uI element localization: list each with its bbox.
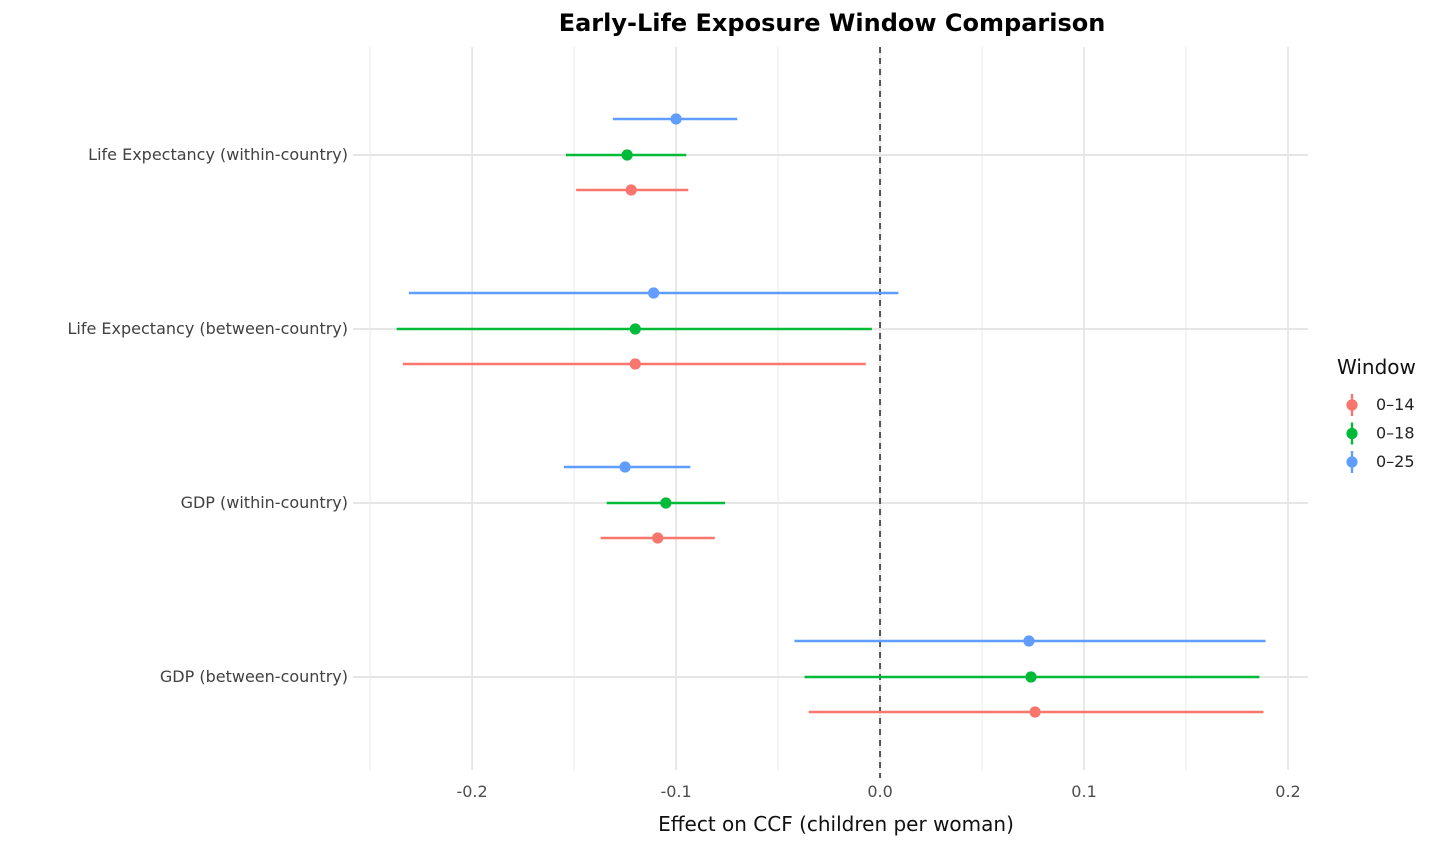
- point-estimate: [652, 532, 664, 544]
- y-category-label: GDP (between-country): [160, 667, 348, 686]
- legend-entry-label: 0–14: [1376, 395, 1415, 414]
- series-0-18: [396, 149, 1260, 683]
- axis-layer: -0.2 -0.1 0.0 0.1 0.2 Life Expectancy (within…: [68, 145, 1301, 801]
- x-tick-label: 0.2: [1275, 782, 1300, 801]
- legend-entry: 0–14: [1346, 394, 1415, 416]
- legend: Window 0–14 0–18 0–25: [1337, 355, 1416, 473]
- legend-entry-label: 0–18: [1376, 424, 1415, 443]
- point-estimate: [1023, 635, 1035, 647]
- x-axis-title: Effect on CCF (children per woman): [658, 812, 1014, 836]
- point-estimate: [625, 184, 637, 196]
- legend-entry: 0–25: [1346, 451, 1415, 473]
- x-tick-label: 0.1: [1071, 782, 1096, 801]
- series-0-14: [402, 184, 1264, 718]
- point-estimate: [621, 149, 633, 161]
- chart-title: Early-Life Exposure Window Comparison: [559, 9, 1106, 37]
- legend-key-point-icon: [1346, 456, 1358, 468]
- data-layer: [396, 113, 1266, 718]
- point-estimate: [1025, 671, 1037, 683]
- point-estimate: [1029, 706, 1041, 718]
- legend-entry: 0–18: [1346, 422, 1415, 445]
- x-tick-label: 0.0: [867, 782, 892, 801]
- x-tick-label: -0.1: [660, 782, 691, 801]
- point-estimate: [629, 323, 641, 335]
- point-estimate: [660, 497, 672, 509]
- x-tick-label: -0.2: [456, 782, 487, 801]
- legend-key-point-icon: [1346, 399, 1358, 411]
- series-0-25: [408, 113, 1266, 647]
- grid-layer: [353, 47, 1308, 778]
- legend-key-point-icon: [1346, 427, 1358, 440]
- point-estimate: [619, 461, 631, 473]
- y-category-label: Life Expectancy (between-country): [68, 319, 349, 338]
- legend-title: Window: [1337, 355, 1416, 379]
- legend-entry-label: 0–25: [1376, 452, 1415, 471]
- y-category-label: Life Expectancy (within-country): [88, 145, 348, 164]
- y-category-label: GDP (within-country): [181, 493, 348, 512]
- point-estimate: [648, 287, 660, 299]
- point-estimate: [670, 113, 682, 125]
- point-estimate: [629, 358, 641, 370]
